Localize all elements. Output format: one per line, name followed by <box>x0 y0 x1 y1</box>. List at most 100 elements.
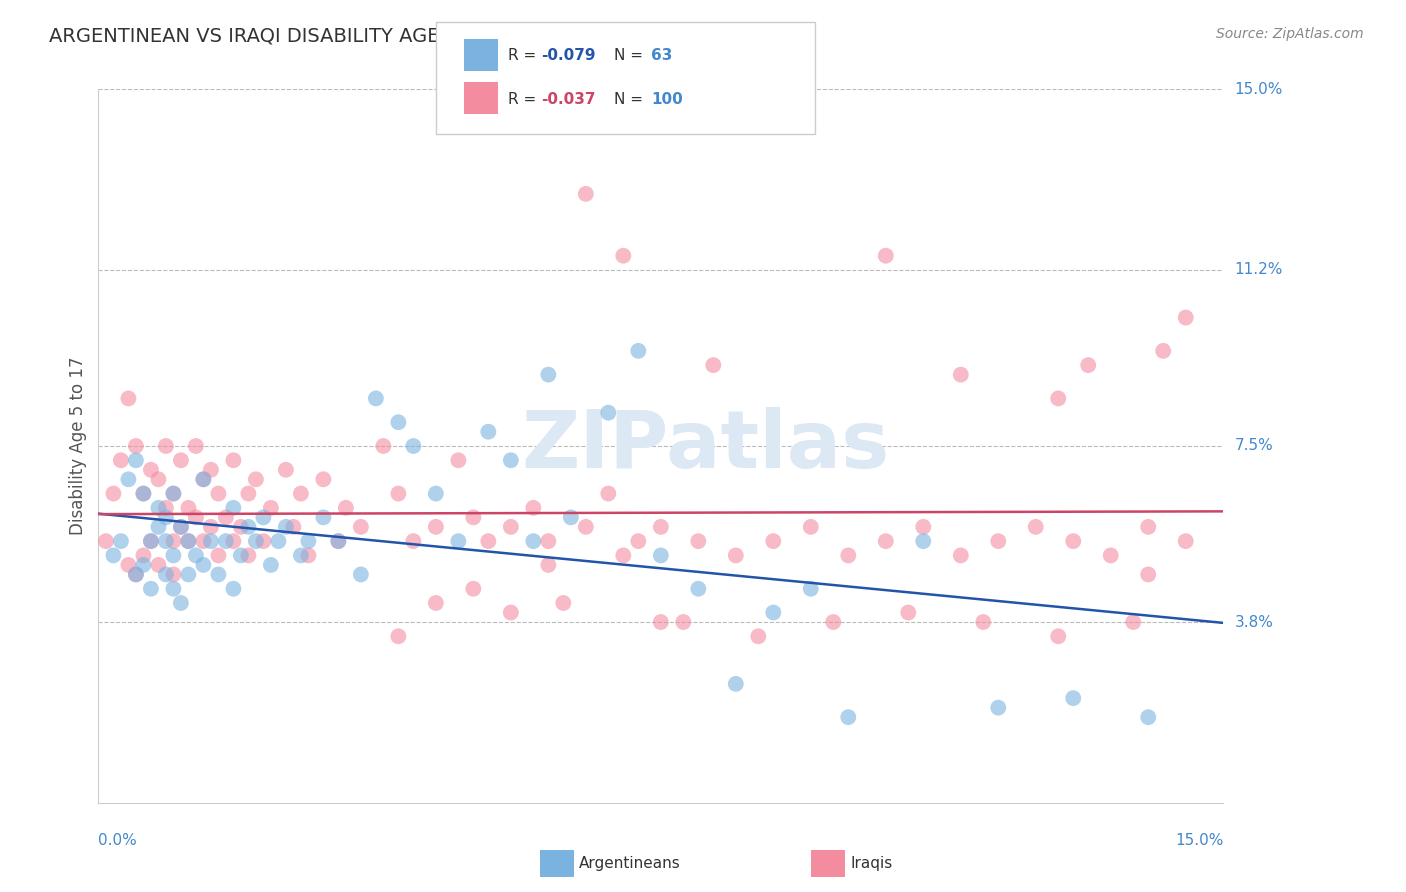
Point <box>650 549 672 563</box>
Text: 63: 63 <box>651 48 672 62</box>
Point <box>762 606 785 620</box>
Point <box>575 520 598 534</box>
Point <box>1025 520 1047 534</box>
Point <box>335 500 357 515</box>
Point <box>1152 343 1174 358</box>
Point <box>215 510 238 524</box>
Point <box>125 439 148 453</box>
Point <box>274 463 297 477</box>
Point <box>229 520 252 534</box>
Point <box>132 486 155 500</box>
Point <box>207 567 229 582</box>
Point <box>402 439 425 453</box>
Point <box>260 558 283 572</box>
Point <box>463 582 485 596</box>
Text: N =: N = <box>614 48 648 62</box>
Point <box>229 549 252 563</box>
Point <box>312 472 335 486</box>
Point <box>425 520 447 534</box>
Point <box>103 486 125 500</box>
Point <box>425 596 447 610</box>
Point <box>972 615 994 629</box>
Point <box>155 439 177 453</box>
Point <box>912 520 935 534</box>
Point <box>364 392 387 406</box>
Point <box>672 615 695 629</box>
Point <box>612 549 634 563</box>
Text: -0.079: -0.079 <box>541 48 596 62</box>
Point <box>477 534 499 549</box>
Point <box>162 582 184 596</box>
Point <box>125 453 148 467</box>
Point <box>688 534 710 549</box>
Point <box>117 472 139 486</box>
Point <box>184 510 207 524</box>
Point <box>193 534 215 549</box>
Point <box>162 486 184 500</box>
Point <box>447 534 470 549</box>
Point <box>252 510 274 524</box>
Point <box>387 629 409 643</box>
Point <box>800 520 823 534</box>
Point <box>215 534 238 549</box>
Point <box>155 567 177 582</box>
Text: R =: R = <box>508 48 541 62</box>
Point <box>245 534 267 549</box>
Point <box>650 615 672 629</box>
Point <box>1174 534 1197 549</box>
Text: Iraqis: Iraqis <box>851 856 893 871</box>
Point <box>875 249 897 263</box>
Point <box>125 567 148 582</box>
Point <box>260 500 283 515</box>
Point <box>193 472 215 486</box>
Point <box>177 567 200 582</box>
Point <box>132 486 155 500</box>
Point <box>238 486 260 500</box>
Point <box>125 567 148 582</box>
Point <box>290 486 312 500</box>
Point <box>598 406 620 420</box>
Point <box>575 186 598 201</box>
Point <box>170 596 193 610</box>
Point <box>1077 358 1099 372</box>
Point <box>949 368 972 382</box>
Point <box>139 534 162 549</box>
Point <box>897 606 920 620</box>
Point <box>148 472 170 486</box>
Point <box>238 549 260 563</box>
Point <box>328 534 350 549</box>
Point <box>162 549 184 563</box>
Point <box>837 710 859 724</box>
Point <box>1047 392 1070 406</box>
Point <box>350 520 373 534</box>
Point <box>297 534 319 549</box>
Point <box>537 368 560 382</box>
Point <box>148 558 170 572</box>
Point <box>1122 615 1144 629</box>
Point <box>193 558 215 572</box>
Point <box>139 463 162 477</box>
Point <box>499 453 522 467</box>
Text: -0.037: -0.037 <box>541 93 596 107</box>
Point <box>184 549 207 563</box>
Point <box>499 606 522 620</box>
Text: 3.8%: 3.8% <box>1234 615 1274 630</box>
Point <box>702 358 724 372</box>
Point <box>170 453 193 467</box>
Point <box>155 534 177 549</box>
Point <box>800 582 823 596</box>
Point <box>987 700 1010 714</box>
Point <box>177 534 200 549</box>
Point <box>117 392 139 406</box>
Point <box>252 534 274 549</box>
Point <box>222 453 245 467</box>
Point <box>688 582 710 596</box>
Point <box>373 439 395 453</box>
Point <box>193 472 215 486</box>
Text: R =: R = <box>508 93 541 107</box>
Point <box>463 510 485 524</box>
Point <box>155 500 177 515</box>
Point <box>1047 629 1070 643</box>
Y-axis label: Disability Age 5 to 17: Disability Age 5 to 17 <box>69 357 87 535</box>
Point <box>612 249 634 263</box>
